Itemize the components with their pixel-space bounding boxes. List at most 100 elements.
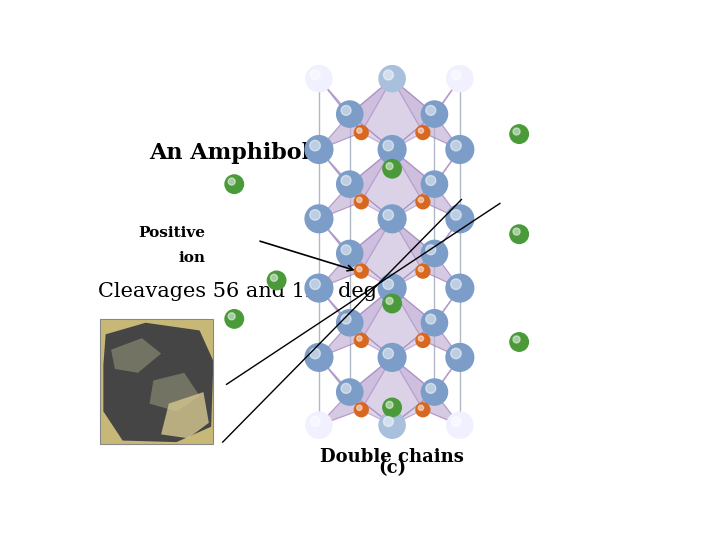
Circle shape (451, 348, 462, 359)
Circle shape (341, 383, 351, 393)
Polygon shape (350, 114, 392, 150)
Circle shape (310, 70, 320, 80)
Polygon shape (350, 79, 434, 150)
Polygon shape (319, 323, 361, 357)
Polygon shape (392, 150, 434, 202)
Polygon shape (104, 323, 213, 442)
Circle shape (421, 101, 448, 127)
Polygon shape (423, 357, 460, 410)
Circle shape (446, 343, 474, 372)
Circle shape (426, 314, 436, 324)
Circle shape (310, 210, 320, 220)
Circle shape (341, 176, 351, 185)
Circle shape (305, 274, 333, 302)
Circle shape (513, 336, 520, 343)
Circle shape (337, 309, 363, 336)
Circle shape (421, 309, 448, 336)
Circle shape (356, 405, 362, 410)
Circle shape (421, 379, 448, 405)
Circle shape (416, 334, 430, 347)
Polygon shape (423, 219, 460, 271)
Circle shape (416, 195, 430, 209)
Circle shape (337, 379, 363, 405)
Polygon shape (423, 114, 460, 150)
Circle shape (451, 210, 462, 220)
Text: Positive: Positive (139, 226, 206, 240)
Circle shape (341, 314, 351, 324)
Polygon shape (150, 373, 199, 411)
Polygon shape (161, 392, 209, 438)
Circle shape (451, 279, 462, 289)
Polygon shape (350, 323, 392, 357)
Polygon shape (350, 150, 434, 219)
Polygon shape (319, 150, 361, 202)
Circle shape (306, 412, 332, 438)
Circle shape (356, 267, 362, 272)
Circle shape (426, 245, 436, 255)
Text: Cleavages 56 and 124 deg: Cleavages 56 and 124 deg (98, 282, 377, 301)
Polygon shape (423, 79, 460, 132)
Circle shape (378, 274, 406, 302)
Circle shape (421, 240, 448, 267)
Polygon shape (392, 253, 434, 288)
Circle shape (386, 163, 393, 170)
Circle shape (451, 140, 462, 151)
Polygon shape (111, 338, 161, 373)
Circle shape (447, 412, 473, 438)
Polygon shape (350, 253, 392, 288)
Circle shape (383, 279, 394, 289)
Polygon shape (392, 184, 434, 219)
Circle shape (446, 274, 474, 302)
Polygon shape (319, 357, 361, 410)
Circle shape (416, 126, 430, 139)
Polygon shape (350, 288, 392, 340)
Circle shape (383, 294, 401, 313)
Polygon shape (423, 392, 460, 425)
Text: An Amphibole: An Amphibole (150, 143, 325, 164)
Circle shape (510, 125, 528, 143)
Circle shape (378, 343, 406, 372)
Circle shape (267, 271, 286, 289)
Polygon shape (423, 323, 460, 357)
Polygon shape (392, 392, 434, 425)
Circle shape (510, 225, 528, 244)
Polygon shape (350, 184, 392, 219)
Circle shape (354, 195, 368, 209)
Polygon shape (319, 114, 361, 150)
Circle shape (337, 240, 363, 267)
Circle shape (418, 336, 423, 341)
Circle shape (228, 178, 235, 185)
Circle shape (418, 405, 423, 410)
Text: Double chains: Double chains (320, 449, 464, 467)
Circle shape (383, 159, 401, 178)
Circle shape (426, 383, 436, 393)
Polygon shape (423, 253, 460, 288)
Circle shape (354, 334, 368, 347)
Circle shape (379, 412, 405, 438)
Polygon shape (392, 219, 434, 271)
Polygon shape (392, 288, 434, 340)
Circle shape (451, 416, 462, 427)
Circle shape (446, 205, 474, 233)
Circle shape (305, 205, 333, 233)
Circle shape (354, 403, 368, 417)
Circle shape (384, 416, 393, 427)
Circle shape (386, 401, 393, 408)
Circle shape (310, 348, 320, 359)
Circle shape (378, 136, 406, 164)
Circle shape (379, 65, 405, 92)
Polygon shape (392, 357, 434, 410)
Polygon shape (319, 288, 361, 340)
Polygon shape (350, 357, 392, 410)
Circle shape (310, 140, 320, 151)
Circle shape (310, 279, 320, 289)
Circle shape (225, 309, 243, 328)
Text: (c): (c) (378, 460, 406, 477)
Circle shape (451, 70, 462, 80)
Circle shape (341, 105, 351, 116)
Polygon shape (350, 357, 434, 425)
Circle shape (384, 70, 393, 80)
Polygon shape (319, 253, 361, 288)
Circle shape (383, 140, 394, 151)
Circle shape (356, 197, 362, 202)
